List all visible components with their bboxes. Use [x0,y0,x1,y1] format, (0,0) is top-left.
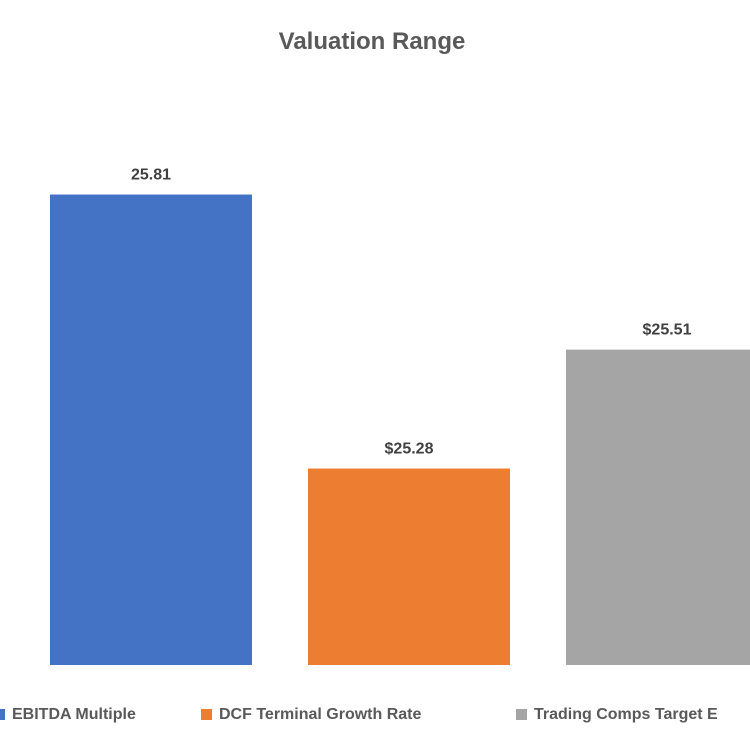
legend: EBITDA Multiple DCF Terminal Growth Rate… [0,702,750,728]
bar-dcf-terminal-growth-rate [308,468,510,665]
bar-ebitda-multiple [50,194,252,665]
legend-item-trading-comps-target: Trading Comps Target E [516,702,718,728]
chart-title: Valuation Range [278,28,466,55]
legend-swatch-dcf-terminal-growth-rate [201,709,212,720]
legend-label-dcf-terminal-growth-rate: DCF Terminal Growth Rate [219,706,422,723]
data-label-dcf-terminal-growth-rate: $25.28 [385,441,434,458]
legend-label-trading-comps-target: Trading Comps Target E [534,706,718,723]
data-label-trading-comps-target-e: $25.51 [643,322,692,339]
legend-swatch-ebitda-multiple [0,709,5,720]
legend-label-ebitda-multiple: EBITDA Multiple [12,706,136,723]
bar-trading-comps-target-e [566,349,750,665]
legend-item-ebitda-multiple: EBITDA Multiple [0,702,136,728]
plot-area: 25.81 $25.28 $25.51 [50,167,750,665]
data-label-ebitda-multiple: 25.81 [131,167,171,184]
legend-item-dcf-terminal-growth-rate: DCF Terminal Growth Rate [201,702,421,728]
legend-swatch-trading-comps-target [516,709,527,720]
